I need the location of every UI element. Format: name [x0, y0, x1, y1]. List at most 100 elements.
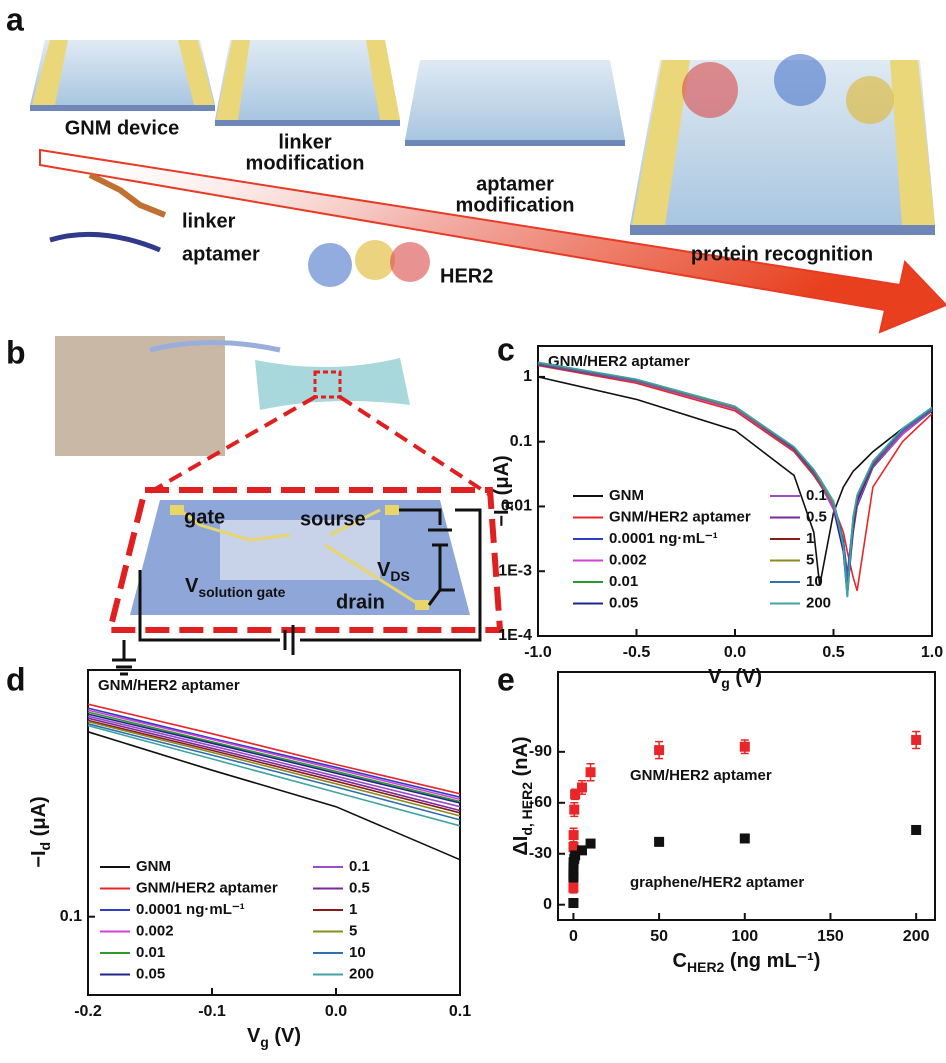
legend-label: 0.5 — [806, 508, 827, 525]
component-label: aptamer — [182, 243, 260, 265]
series-line — [88, 718, 460, 810]
legend-label: 0.01 — [136, 944, 165, 961]
panel-letter: a — [6, 1, 24, 37]
data-point — [586, 839, 596, 849]
legend-label: 1 — [806, 530, 814, 547]
series-line — [88, 722, 460, 816]
data-point — [568, 883, 578, 893]
step-label: modification — [246, 152, 365, 174]
series-line — [88, 714, 460, 803]
data-point — [740, 833, 750, 843]
x-tick-label: 200 — [903, 928, 930, 945]
x-tick-label: 150 — [817, 928, 844, 945]
legend-label: 0.5 — [349, 879, 370, 896]
step-label: GNM device — [65, 117, 179, 139]
figure: a GNM device linker modification aptamer… — [0, 0, 946, 1063]
data-point — [577, 783, 587, 793]
x-tick-label: -0.5 — [623, 644, 651, 661]
electrode-label: gate — [184, 506, 225, 528]
series-line — [538, 363, 932, 597]
step-label: aptamer — [476, 173, 554, 195]
series-line — [88, 724, 460, 820]
series-label: GNM/HER2 aptamer — [630, 767, 772, 784]
series-line — [538, 362, 932, 597]
legend-label: 0.1 — [806, 487, 827, 504]
step-label: modification — [456, 194, 575, 216]
series-line — [88, 720, 460, 812]
chart-title: GNM/HER2 aptamer — [98, 677, 240, 694]
data-point — [568, 898, 578, 908]
legend-label: 200 — [806, 594, 831, 611]
series-line — [538, 365, 932, 591]
legend-label: 5 — [349, 922, 357, 939]
legend-label: GNM/HER2 aptamer — [136, 879, 278, 896]
data-point — [569, 830, 579, 840]
legend-label: GNM — [609, 487, 644, 504]
series-label: graphene/HER2 aptamer — [630, 874, 804, 891]
legend-label: 0.1 — [349, 858, 370, 875]
legend-label: 10 — [806, 573, 823, 590]
x-tick-label: 50 — [650, 928, 668, 945]
data-point — [740, 742, 750, 752]
x-tick-label: -1.0 — [524, 644, 552, 661]
x-tick-label: 0.1 — [449, 1003, 471, 1020]
panel-letter: b — [6, 334, 26, 370]
legend-label: 1 — [349, 901, 357, 918]
x-axis-label: Vg (V) — [247, 1025, 301, 1049]
x-axis-label: Vg (V) — [708, 666, 762, 690]
series-line — [538, 363, 932, 591]
legend-label: 0.05 — [609, 594, 638, 611]
x-tick-label: 0.5 — [822, 644, 844, 661]
x-tick-label: -0.1 — [198, 1003, 226, 1020]
component-label: HER2 — [440, 265, 493, 287]
data-point — [569, 805, 579, 815]
series-line — [538, 363, 932, 582]
legend-label: 0.0001 ng·mL⁻¹ — [136, 901, 245, 918]
legend-label: GNM — [136, 858, 171, 875]
series-line — [538, 364, 932, 582]
y-axis-label: −Id (μA) — [491, 455, 515, 526]
panel-letter: c — [497, 331, 515, 367]
legend-label: 0.002 — [609, 551, 647, 568]
data-point — [911, 825, 921, 835]
series-line — [538, 364, 932, 586]
x-axis-label: CHER2 (ng mL⁻¹) — [673, 950, 821, 974]
panel-letter: e — [497, 661, 515, 697]
x-tick-label: 0.0 — [724, 644, 746, 661]
data-point — [654, 745, 664, 755]
y-tick-label: 1E-3 — [498, 562, 532, 579]
y-tick-label: 1E-4 — [498, 627, 532, 644]
x-tick-label: 100 — [731, 928, 758, 945]
legend-label: 0.01 — [609, 573, 638, 590]
y-tick-label: -30 — [529, 845, 552, 862]
x-tick-label: 1.0 — [921, 644, 943, 661]
y-axis-label: −Id (μA) — [28, 796, 52, 867]
y-tick-label: 1 — [523, 368, 532, 385]
legend-label: 10 — [349, 944, 366, 961]
y-tick-label: 0 — [543, 896, 552, 913]
y-axis-label: ΔId, HER2 (nA) — [510, 736, 534, 855]
step-label: protein recognition — [691, 243, 873, 265]
device-schematic — [55, 336, 500, 674]
data-point — [586, 767, 596, 777]
series-line — [88, 708, 460, 797]
x-tick-label: 0 — [569, 928, 578, 945]
component-label: linker — [182, 210, 236, 232]
step-label: linker — [278, 131, 332, 153]
series-line — [88, 710, 460, 799]
data-point — [911, 735, 921, 745]
legend-label: GNM/HER2 aptamer — [609, 508, 751, 525]
legend-label: 0.0001 ng·mL⁻¹ — [609, 530, 718, 547]
panel-letter: d — [6, 661, 26, 697]
series-line — [538, 363, 932, 586]
y-tick-label: -90 — [529, 743, 552, 760]
series-line — [538, 366, 932, 591]
data-point — [577, 845, 587, 855]
x-tick-label: 0.0 — [325, 1003, 347, 1020]
data-point — [654, 837, 664, 847]
legend-label: 0.002 — [136, 922, 174, 939]
x-tick-label: -0.2 — [74, 1003, 102, 1020]
legend-label: 5 — [806, 551, 814, 568]
legend-label: 0.05 — [136, 965, 165, 982]
series-line — [538, 363, 932, 577]
